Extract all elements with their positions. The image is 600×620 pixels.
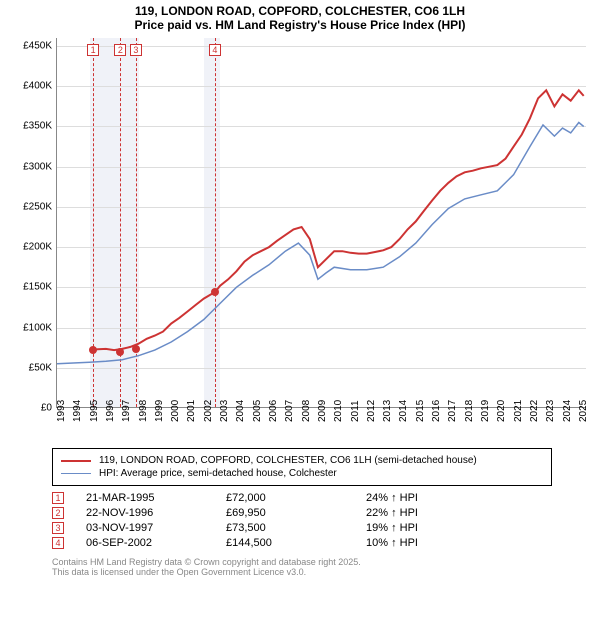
x-axis-label: 2007 bbox=[284, 400, 295, 422]
transaction-dot bbox=[132, 345, 140, 353]
x-axis-label: 2015 bbox=[415, 400, 426, 422]
legend-item: HPI: Average price, semi-detached house,… bbox=[61, 468, 543, 479]
transaction-dot bbox=[211, 288, 219, 296]
x-axis-label: 2011 bbox=[350, 400, 361, 422]
y-axis-label: £200K bbox=[8, 242, 52, 253]
transaction-marker-1: 1 bbox=[87, 44, 99, 56]
chart-area: £0 £50K £100K £150K £200K £250K £300K £350K £400… bbox=[8, 38, 592, 440]
y-axis-label: £350K bbox=[8, 121, 52, 132]
x-axis-label: 2005 bbox=[252, 400, 263, 422]
x-axis-label: 2008 bbox=[301, 400, 312, 422]
transaction-num: 3 bbox=[52, 522, 64, 534]
x-axis-label: 2021 bbox=[513, 400, 524, 422]
y-axis-label: £150K bbox=[8, 282, 52, 293]
transaction-diff: 22% ↑ HPI bbox=[366, 507, 466, 519]
transactions-table: 1 21-MAR-1995£72,00024% ↑ HPI 2 22-NOV-1996… bbox=[52, 492, 596, 549]
x-axis-label: 2012 bbox=[366, 400, 377, 422]
x-axis-label: 2019 bbox=[480, 400, 491, 422]
footer-line-2: This data is licensed under the Open Gov… bbox=[52, 567, 596, 577]
transaction-marker-2: 2 bbox=[114, 44, 126, 56]
legend-swatch bbox=[61, 473, 91, 475]
transaction-dot bbox=[89, 346, 97, 354]
transaction-price: £144,500 bbox=[226, 537, 366, 549]
transaction-price: £72,000 bbox=[226, 492, 366, 504]
transaction-marker-4: 4 bbox=[209, 44, 221, 56]
transaction-num: 4 bbox=[52, 537, 64, 549]
transaction-price: £69,950 bbox=[226, 507, 366, 519]
x-axis-label: 2018 bbox=[464, 400, 475, 422]
transaction-date: 03-NOV-1997 bbox=[86, 522, 226, 534]
x-axis-label: 1994 bbox=[72, 400, 83, 422]
x-axis-label: 2001 bbox=[186, 400, 197, 422]
y-axis-label: £450K bbox=[8, 41, 52, 52]
legend-item: 119, LONDON ROAD, COPFORD, COLCHESTER, C… bbox=[61, 455, 543, 466]
y-axis-label: £50K bbox=[8, 362, 52, 373]
legend: 119, LONDON ROAD, COPFORD, COLCHESTER, C… bbox=[52, 448, 552, 486]
x-axis-label: 2002 bbox=[203, 400, 214, 422]
title-line-2: Price paid vs. HM Land Registry's House … bbox=[4, 18, 596, 32]
chart-title: 119, LONDON ROAD, COPFORD, COLCHESTER, C… bbox=[4, 4, 596, 32]
legend-swatch bbox=[61, 460, 91, 462]
transaction-num: 2 bbox=[52, 507, 64, 519]
transaction-dot bbox=[116, 348, 124, 356]
x-axis-label: 1993 bbox=[56, 400, 67, 422]
footer-attribution: Contains HM Land Registry data © Crown c… bbox=[52, 557, 596, 577]
legend-label: HPI: Average price, semi-detached house,… bbox=[99, 468, 337, 479]
title-line-1: 119, LONDON ROAD, COPFORD, COLCHESTER, C… bbox=[4, 4, 596, 18]
x-axis-label: 2000 bbox=[170, 400, 181, 422]
x-axis-label: 2004 bbox=[235, 400, 246, 422]
x-axis-label: 1997 bbox=[121, 400, 132, 422]
series-subject bbox=[90, 90, 584, 350]
transaction-num: 1 bbox=[52, 492, 64, 504]
x-axis-label: 2003 bbox=[219, 400, 230, 422]
footer-line-1: Contains HM Land Registry data © Crown c… bbox=[52, 557, 596, 567]
transaction-row: 4 06-SEP-2002£144,50010% ↑ HPI bbox=[52, 537, 596, 549]
transaction-date: 21-MAR-1995 bbox=[86, 492, 226, 504]
x-axis-label: 1995 bbox=[89, 400, 100, 422]
x-axis-label: 1996 bbox=[105, 400, 116, 422]
x-axis-label: 2010 bbox=[333, 400, 344, 422]
transaction-row: 2 22-NOV-1996£69,95022% ↑ HPI bbox=[52, 507, 596, 519]
x-axis-label: 2017 bbox=[447, 400, 458, 422]
transaction-diff: 19% ↑ HPI bbox=[366, 522, 466, 534]
transaction-row: 1 21-MAR-1995£72,00024% ↑ HPI bbox=[52, 492, 596, 504]
x-axis-label: 2020 bbox=[496, 400, 507, 422]
x-axis-label: 2022 bbox=[529, 400, 540, 422]
y-axis-label: £250K bbox=[8, 201, 52, 212]
x-axis-label: 2024 bbox=[562, 400, 573, 422]
transaction-date: 06-SEP-2002 bbox=[86, 537, 226, 549]
x-axis-label: 2023 bbox=[545, 400, 556, 422]
plot-region: 1 23 4 bbox=[56, 38, 586, 408]
transaction-diff: 24% ↑ HPI bbox=[366, 492, 466, 504]
y-axis-label: £0 bbox=[8, 403, 52, 414]
x-axis-label: 2006 bbox=[268, 400, 279, 422]
transaction-marker-3: 3 bbox=[130, 44, 142, 56]
x-axis-label: 1999 bbox=[154, 400, 165, 422]
x-axis-label: 2009 bbox=[317, 400, 328, 422]
y-axis-label: £100K bbox=[8, 322, 52, 333]
transaction-row: 3 03-NOV-1997£73,50019% ↑ HPI bbox=[52, 522, 596, 534]
x-axis-label: 2025 bbox=[578, 400, 589, 422]
y-axis-label: £300K bbox=[8, 161, 52, 172]
transaction-price: £73,500 bbox=[226, 522, 366, 534]
legend-label: 119, LONDON ROAD, COPFORD, COLCHESTER, C… bbox=[99, 455, 477, 466]
transaction-diff: 10% ↑ HPI bbox=[366, 537, 466, 549]
x-axis-label: 1998 bbox=[138, 400, 149, 422]
x-axis-label: 2014 bbox=[398, 400, 409, 422]
transaction-date: 22-NOV-1996 bbox=[86, 507, 226, 519]
x-axis-label: 2016 bbox=[431, 400, 442, 422]
y-axis-label: £400K bbox=[8, 81, 52, 92]
x-axis-label: 2013 bbox=[382, 400, 393, 422]
